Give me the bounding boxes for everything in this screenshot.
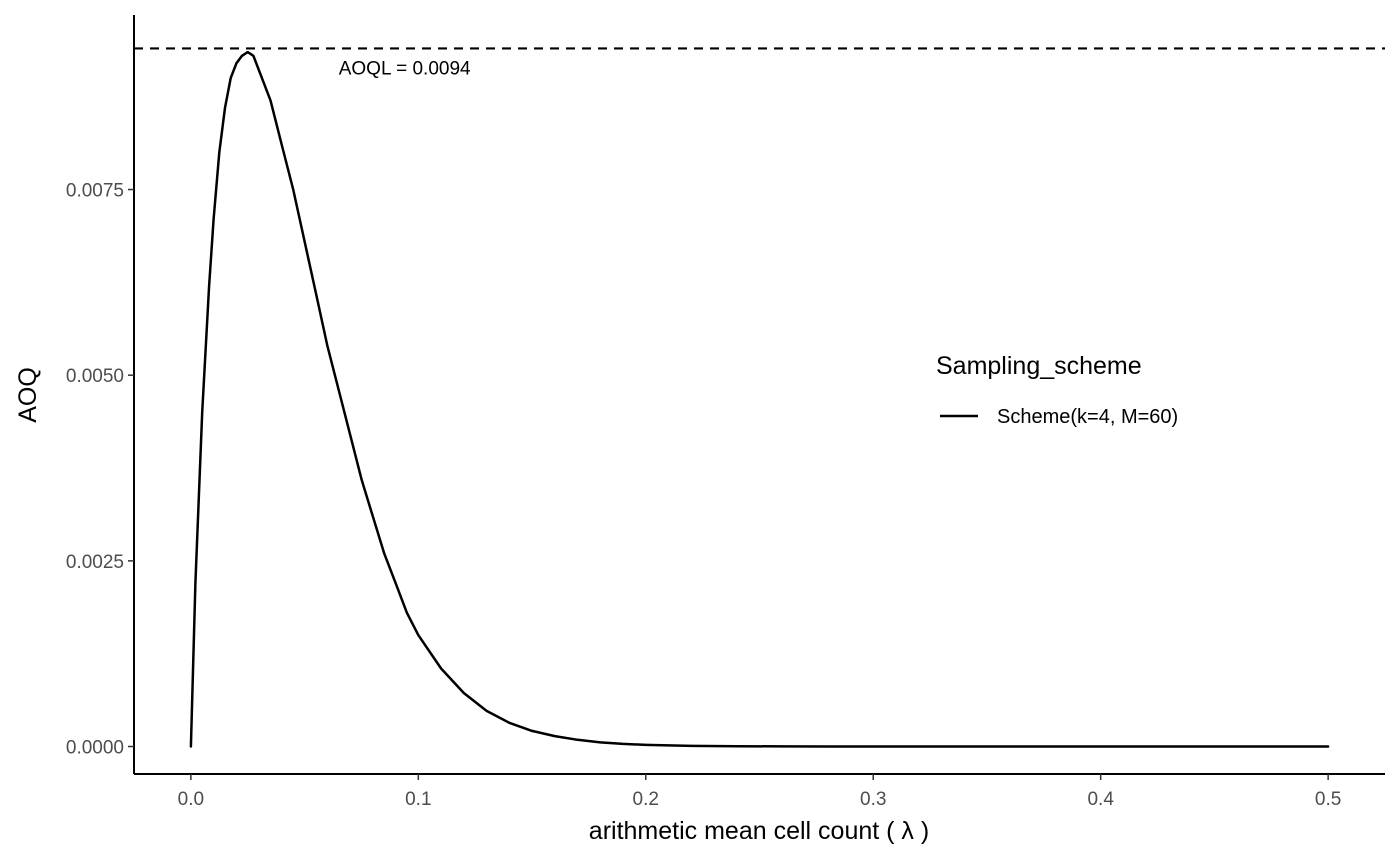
- y-axis-title: AOQ: [14, 367, 42, 423]
- legend: Sampling_scheme Scheme(k=4, M=60): [936, 352, 1178, 428]
- series-layer: [189, 50, 1330, 748]
- x-tick-label: 0.0: [178, 789, 204, 810]
- series-line: [189, 50, 1330, 748]
- x-axis-title: arithmetic mean cell count ( λ ): [589, 817, 929, 845]
- y-tick-label: 0.0025: [66, 552, 124, 573]
- x-tick-label: 0.5: [1315, 789, 1341, 810]
- axes-layer: [133, 15, 1385, 775]
- y-ticks: 0.0000 0.0025 0.0050 0.0075: [66, 181, 134, 759]
- x-ticks: 0.0 0.1 0.2 0.3 0.4 0.5: [178, 774, 1341, 810]
- x-tick-label: 0.4: [1087, 789, 1114, 810]
- y-tick-label: 0.0075: [66, 181, 124, 202]
- y-tick-label: 0.0050: [66, 366, 124, 387]
- x-tick-label: 0.3: [860, 789, 886, 810]
- x-tick-label: 0.2: [633, 789, 659, 810]
- y-tick-label: 0.0000: [66, 738, 124, 759]
- legend-title: Sampling_scheme: [936, 352, 1142, 380]
- aoql-annotation-label: AOQL = 0.0094: [339, 58, 471, 79]
- annotation-layer: AOQL = 0.0094: [339, 58, 471, 79]
- x-tick-label: 0.1: [405, 789, 431, 810]
- legend-entry-label: Scheme(k=4, M=60): [997, 406, 1178, 428]
